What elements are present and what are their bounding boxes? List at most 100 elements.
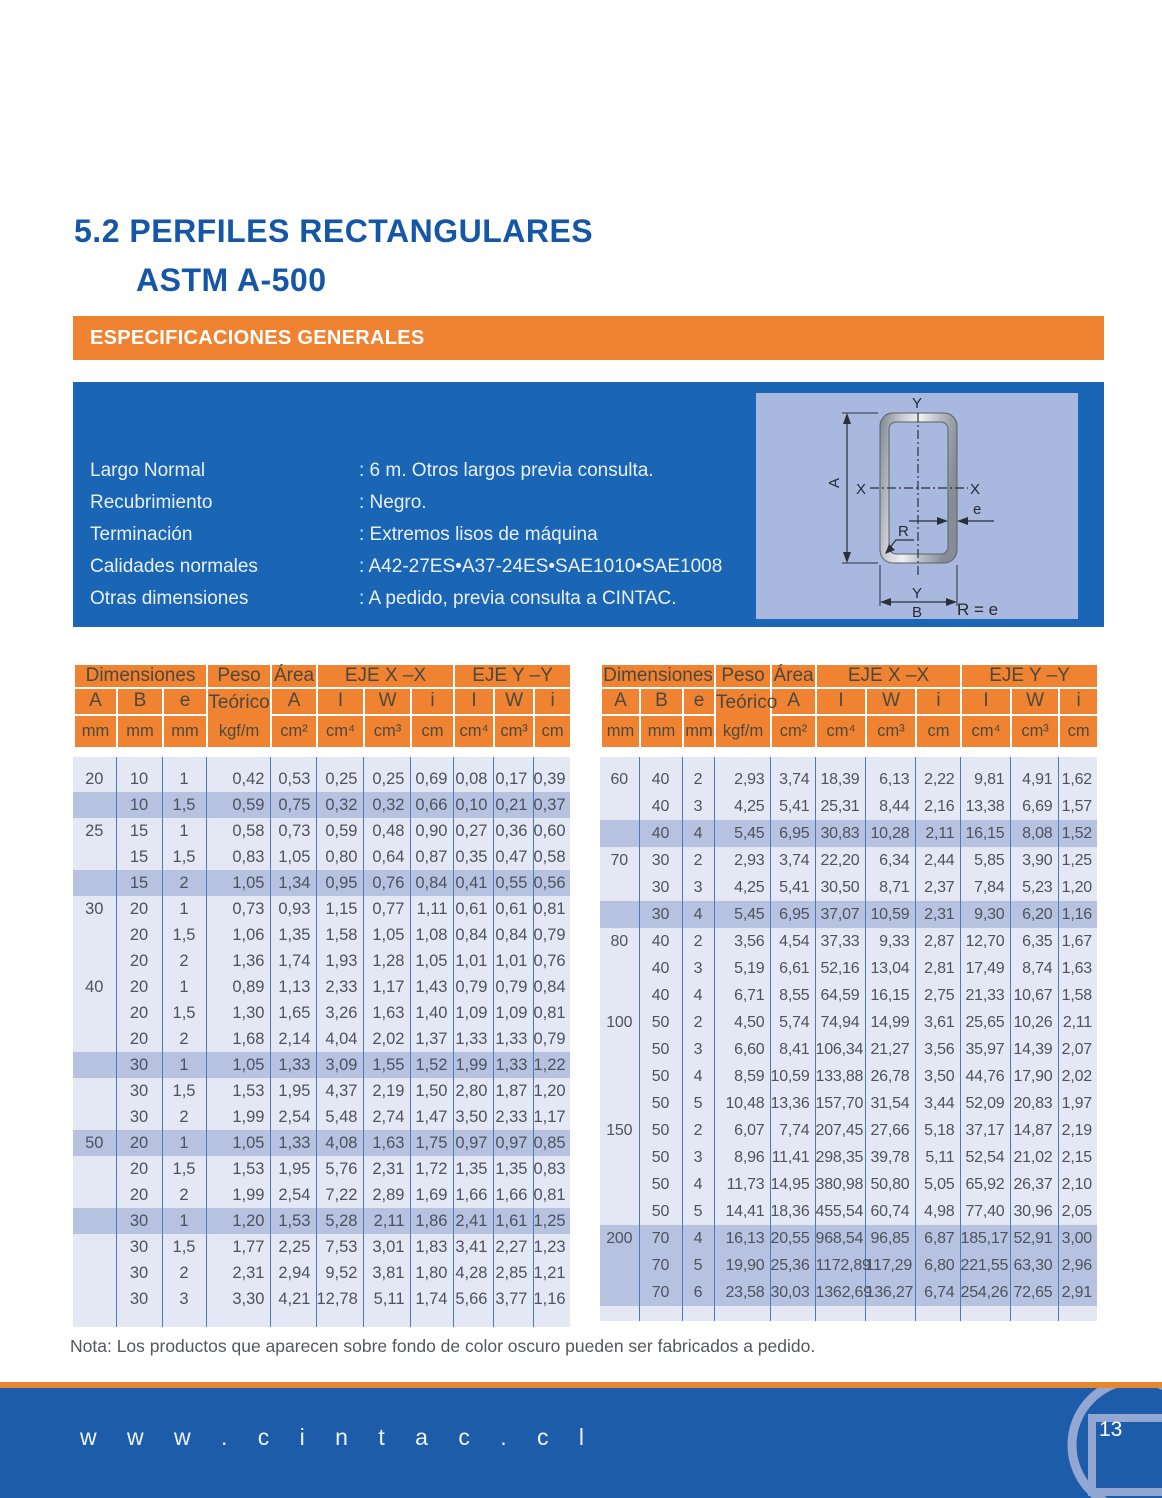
- value-cell: 1,50: [409, 1078, 453, 1104]
- unit-cm4: cm⁴: [815, 713, 868, 750]
- dimension-cell: 20: [85, 769, 104, 788]
- footer-band: w w w . c i n t a c . c l 13: [0, 1388, 1162, 1498]
- unit-cm2: cm²: [270, 713, 319, 750]
- dimension-cell: 70: [638, 1225, 682, 1252]
- table-row: 50 5 10,48 13,36 157,70 31,54 3,44 52,09 20,83 1,…: [600, 1090, 1097, 1117]
- value-cell: 52,09: [959, 1090, 1010, 1117]
- dimension-cell: [600, 1279, 639, 1306]
- e-label: e: [973, 501, 981, 518]
- dimension-cell: [600, 1252, 639, 1279]
- value-cell: 2,25: [269, 1234, 316, 1260]
- table-row: 30 1,5 1,77 2,25 7,53 3,01 1,83 3,41 2,27 1,23: [73, 1234, 570, 1260]
- value-cell: 72,65: [1009, 1279, 1058, 1306]
- value-cell: 0,90: [409, 818, 453, 844]
- value-cell: 1,13: [269, 974, 316, 1000]
- dimension-cell: 2: [681, 1009, 714, 1036]
- page-number: 13: [1099, 1418, 1123, 1441]
- value-cell: 21,33: [959, 982, 1010, 1009]
- value-cell: 0,25: [315, 766, 363, 792]
- dimension-cell: [600, 793, 639, 820]
- value-cell: 0,79: [532, 922, 570, 948]
- dimension-cell: 20: [115, 896, 162, 922]
- value-cell: 37,07: [814, 901, 865, 928]
- value-cell: 0,53: [269, 766, 316, 792]
- value-cell: 1,43: [409, 974, 453, 1000]
- value-cell: 1,01: [452, 948, 493, 974]
- value-cell: 4,28: [452, 1260, 493, 1286]
- value-cell: 0,39: [532, 766, 570, 792]
- value-cell: 133,88: [814, 1063, 865, 1090]
- value-cell: 23,58: [713, 1279, 770, 1306]
- value-cell: 96,85: [864, 1225, 915, 1252]
- value-cell: 14,99: [864, 1009, 915, 1036]
- value-cell: 6,34: [864, 847, 915, 874]
- value-cell: 17,49: [959, 955, 1010, 982]
- dimension-cell: 4: [681, 1225, 714, 1252]
- value-cell: 14,39: [1009, 1036, 1058, 1063]
- dimension-cell: [600, 1171, 639, 1198]
- value-cell: 37,17: [959, 1117, 1010, 1144]
- dimension-cell: 5: [681, 1252, 714, 1279]
- value-cell: 1,68: [205, 1026, 270, 1052]
- value-cell: 1,99: [205, 1104, 270, 1130]
- value-cell: 2,54: [269, 1182, 316, 1208]
- value-cell: 1,99: [452, 1052, 493, 1078]
- value-cell: 1,11: [409, 896, 453, 922]
- value-cell: 1,95: [269, 1078, 316, 1104]
- value-cell: 14,95: [769, 1171, 815, 1198]
- value-cell: 11,41: [769, 1144, 815, 1171]
- value-cell: 0,97: [452, 1130, 493, 1156]
- value-cell: 1,53: [205, 1078, 270, 1104]
- value-cell: 1,74: [269, 948, 316, 974]
- value-cell: 1,35: [452, 1156, 493, 1182]
- value-cell: 4,37: [315, 1078, 363, 1104]
- value-cell: 1,20: [1057, 874, 1097, 901]
- dimension-cell: 70: [638, 1252, 682, 1279]
- value-cell: 20,55: [769, 1225, 815, 1252]
- value-cell: 2,05: [1057, 1198, 1097, 1225]
- value-cell: 0,89: [205, 974, 270, 1000]
- value-cell: 0,25: [362, 766, 410, 792]
- unit-cm3: cm³: [363, 713, 413, 750]
- dimension-cell: [73, 844, 116, 870]
- value-cell: 6,69: [1009, 793, 1058, 820]
- value-cell: 4,50: [713, 1009, 770, 1036]
- table-row: 50 5 14,41 18,36 455,54 60,74 4,98 77,40 30,96 2,…: [600, 1198, 1097, 1225]
- table-row: 40 20 1 0,89 1,13 2,33 1,17 1,43 0,79 0,79 0,84: [73, 974, 570, 1000]
- dimension-cell: 5: [681, 1198, 714, 1225]
- table-row: 50 3 8,96 11,41 298,35 39,78 5,11 52,54 21,02 2,1…: [600, 1144, 1097, 1171]
- value-cell: 2,91: [1057, 1279, 1097, 1306]
- spacer-row: [600, 1306, 1097, 1321]
- value-cell: 2,80: [452, 1078, 493, 1104]
- value-cell: 1362,69: [814, 1279, 872, 1306]
- value-cell: 0,59: [315, 818, 363, 844]
- value-cell: 3,74: [769, 847, 815, 874]
- value-cell: 64,59: [814, 982, 865, 1009]
- table-header-group-row: Dimensiones Peso Área EJE X –X EJE Y –Y: [72, 663, 573, 689]
- value-cell: 0,85: [532, 1130, 570, 1156]
- value-cell: 4,91: [1009, 766, 1058, 793]
- value-cell: 1,35: [269, 922, 316, 948]
- col-wx: W: [865, 687, 918, 716]
- value-cell: 0,95: [315, 870, 363, 896]
- value-cell: 5,48: [315, 1104, 363, 1130]
- value-cell: 0,76: [362, 870, 410, 896]
- value-cell: 26,78: [864, 1063, 915, 1090]
- spec-value: : 6 m. Otros largos previa consulta.: [359, 460, 654, 481]
- value-cell: 185,17: [959, 1225, 1010, 1252]
- dimension-cell: [73, 1104, 116, 1130]
- table-row: 30 4 5,45 6,95 37,07 10,59 2,31 9,30 6,20 1,16: [600, 901, 1097, 928]
- dimension-cell: 1: [161, 818, 206, 844]
- unit-cm4: cm⁴: [316, 713, 366, 750]
- dimension-cell: 2: [161, 1182, 206, 1208]
- value-cell: 9,30: [959, 901, 1010, 928]
- value-cell: 25,65: [959, 1009, 1010, 1036]
- value-cell: 1,37: [409, 1026, 453, 1052]
- value-cell: 1,52: [409, 1052, 453, 1078]
- spec-value: : A42-27ES•A37-24ES•SAE1010•SAE1008: [359, 556, 723, 577]
- dimension-cell: 30: [638, 901, 682, 928]
- value-cell: 16,13: [713, 1225, 770, 1252]
- value-cell: 1,72: [409, 1156, 453, 1182]
- value-cell: 39,78: [864, 1144, 915, 1171]
- unit-mm: mm: [73, 713, 118, 750]
